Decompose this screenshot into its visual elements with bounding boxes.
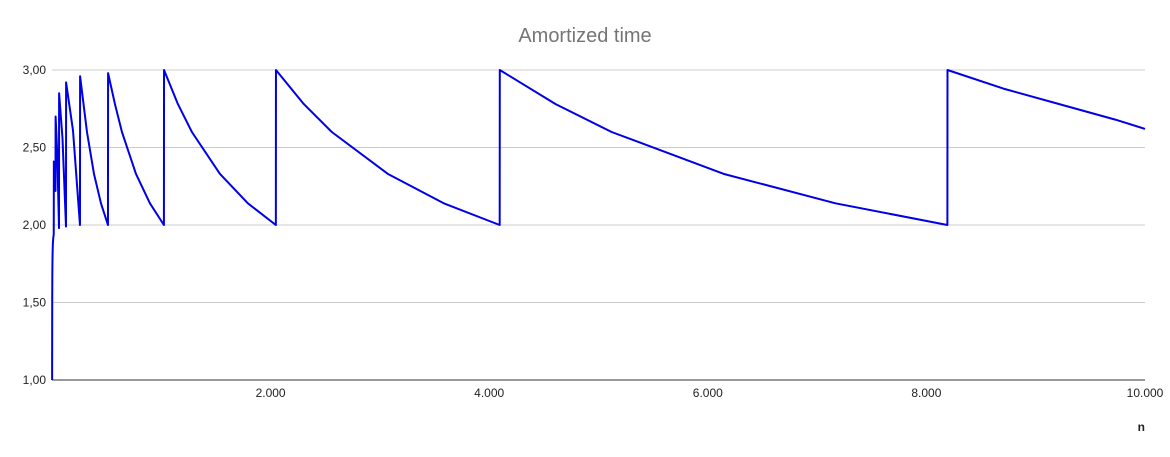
- y-tick-label: 1,00: [23, 373, 47, 387]
- y-tick-label: 1,50: [23, 296, 47, 310]
- x-tick-label: 8.000: [911, 386, 941, 400]
- x-axis: 2.000 4.000 6.000 8.000 10.000: [256, 386, 1164, 400]
- y-tick-label: 3,00: [23, 63, 47, 77]
- x-tick-label: 4.000: [474, 386, 504, 400]
- y-tick-label: 2,50: [23, 141, 47, 155]
- x-tick-label: 2.000: [256, 386, 286, 400]
- grid-layer: [52, 69, 1145, 381]
- x-axis-label: n: [1138, 420, 1145, 434]
- x-tick-label: 6.000: [693, 386, 723, 400]
- y-tick-label: 2,00: [23, 218, 47, 232]
- chart-title: Amortized time: [518, 25, 651, 47]
- y-axis: 1,00 1,50 2,00 2,50 3,00: [23, 63, 47, 387]
- x-tick-label: 10.000: [1127, 386, 1164, 400]
- series-line-0: [51, 69, 1146, 381]
- series-layer: [51, 69, 1146, 381]
